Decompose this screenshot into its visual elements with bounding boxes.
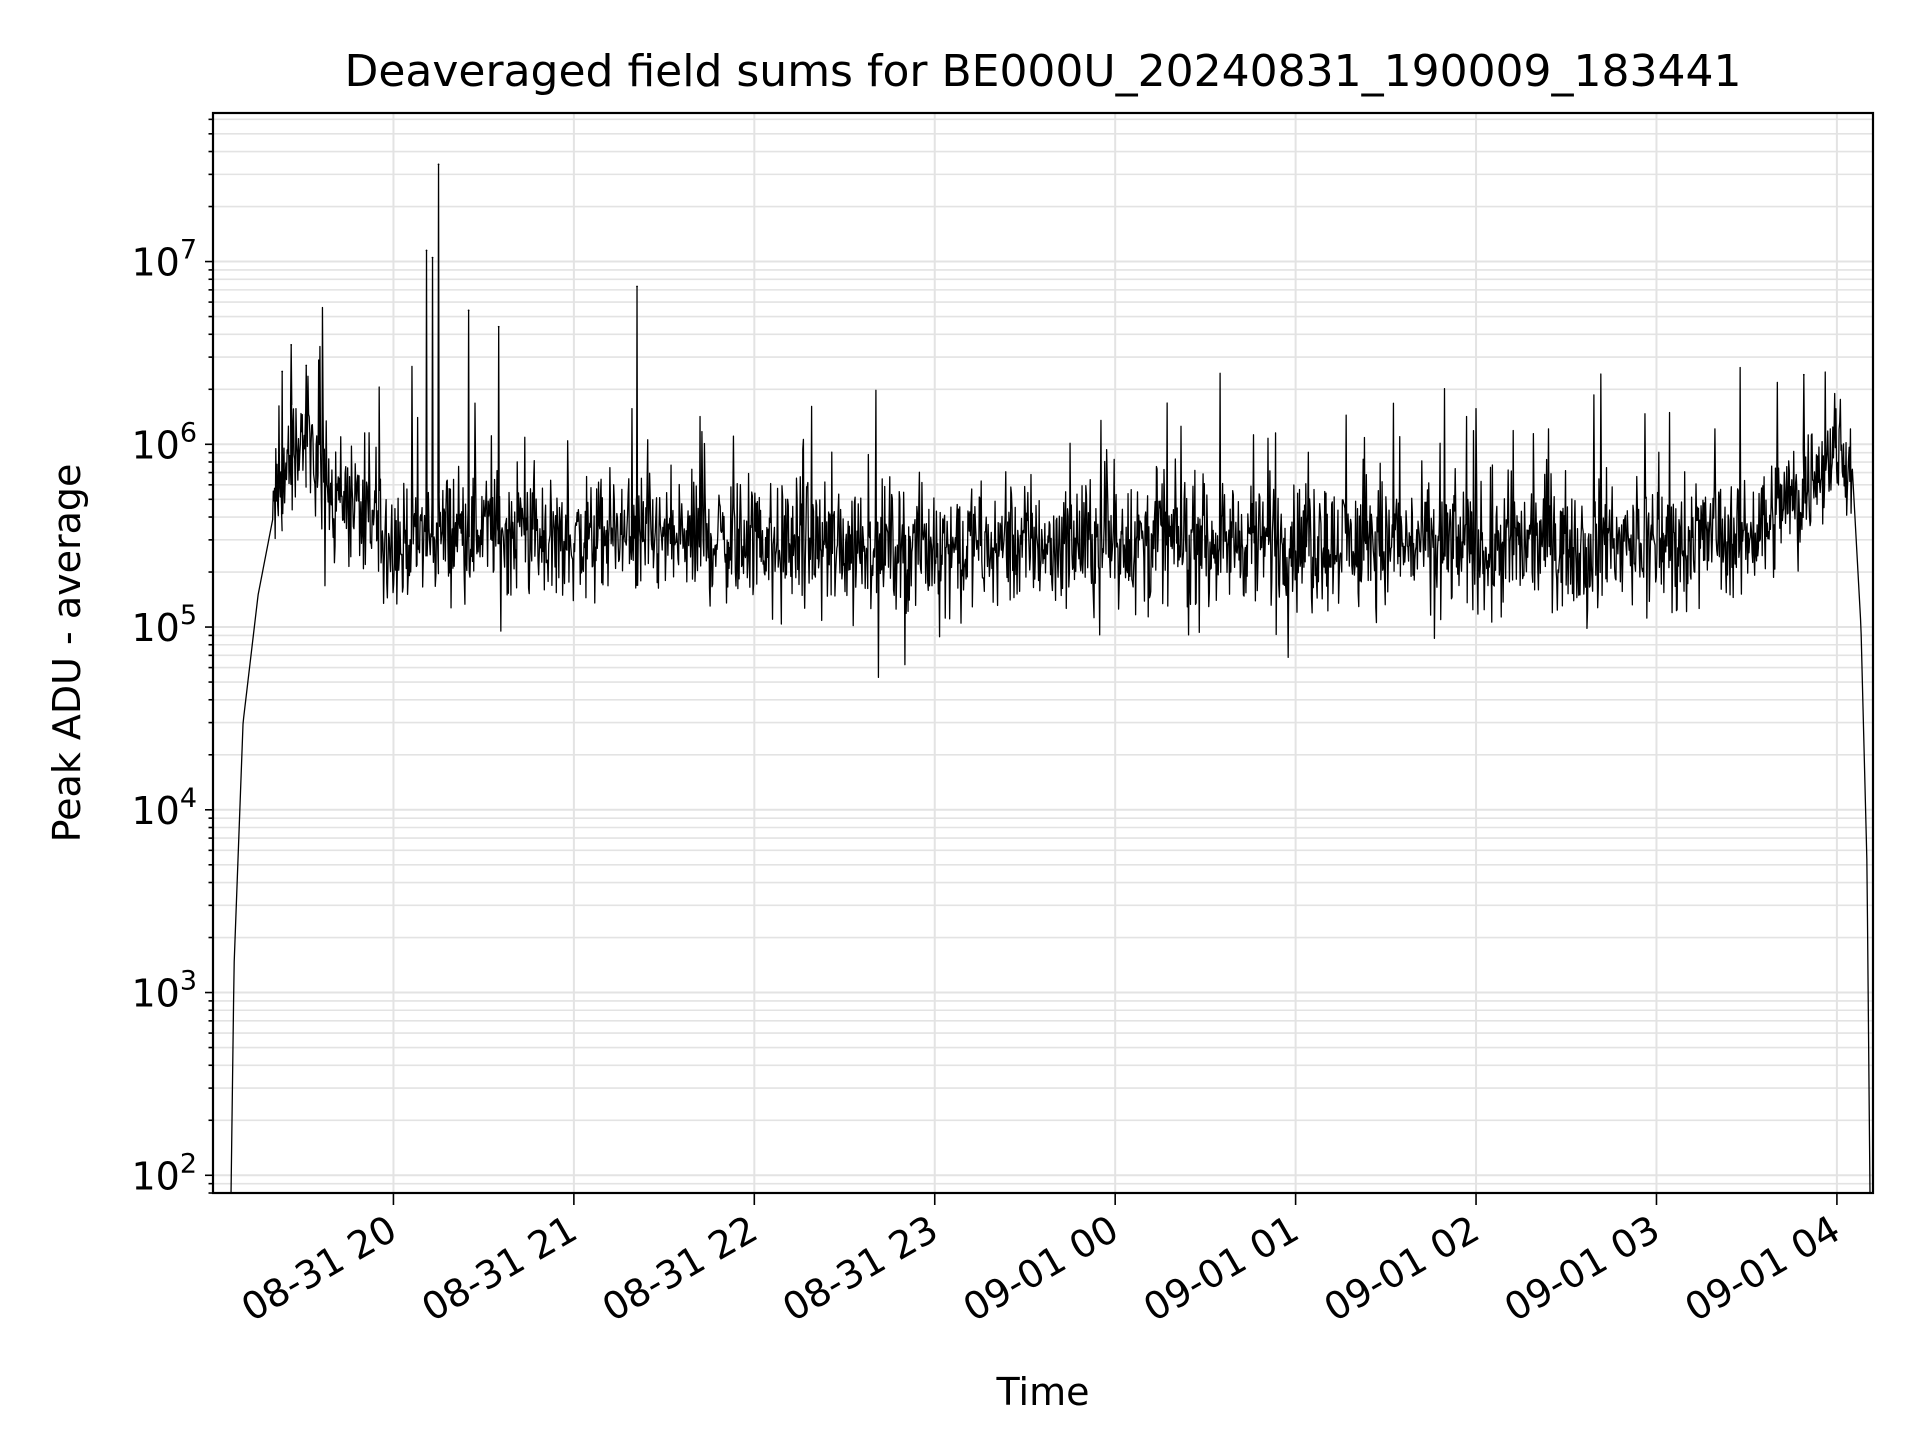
- grid-layer: [213, 113, 1873, 1194]
- chart-title: Deaveraged field sums for BE000U_2024083…: [344, 46, 1741, 97]
- spike-point: [497, 325, 500, 328]
- y-tick-label: 102: [131, 1148, 197, 1198]
- spike-point: [305, 364, 308, 367]
- spike-point: [425, 249, 428, 252]
- series-layer: [230, 163, 1871, 1194]
- spike-point: [1802, 373, 1805, 376]
- x-axis-label: Time: [996, 1370, 1090, 1414]
- y-tick-label: 104: [131, 783, 197, 833]
- spike-point: [636, 285, 638, 288]
- y-tick-label: 106: [131, 417, 197, 467]
- spike-point: [467, 309, 470, 312]
- plot-frame: [211, 111, 1875, 1195]
- spike-point: [437, 163, 440, 166]
- series-line: [230, 163, 1871, 1194]
- y-tick-label: 105: [131, 600, 197, 650]
- spike-point: [290, 343, 293, 346]
- y-axis-label: Peak ADU - average: [45, 464, 89, 843]
- y-tick-label: 103: [131, 966, 197, 1016]
- y-tick-label: 107: [131, 235, 197, 285]
- spike-point: [281, 370, 284, 373]
- spike-point: [431, 256, 434, 259]
